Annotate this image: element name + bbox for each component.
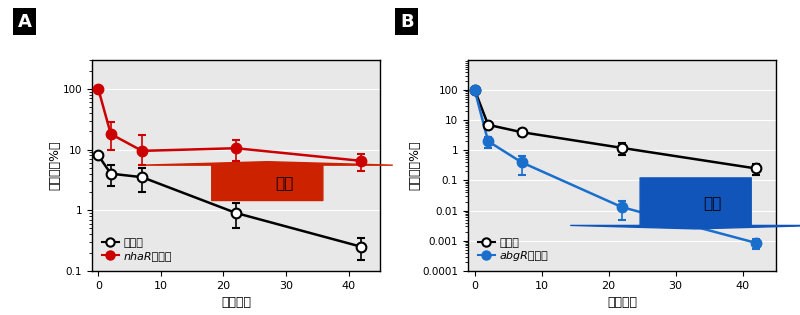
Y-axis label: 生存率（%）: 生存率（%） — [408, 140, 421, 190]
Text: nhaR: nhaR — [196, 19, 240, 34]
Text: 向上: 向上 — [275, 176, 293, 192]
Text: を欠損した大腸菌: を欠損した大腸菌 — [612, 19, 685, 34]
Text: 減少: 減少 — [704, 196, 722, 211]
Text: B: B — [400, 13, 414, 31]
X-axis label: 経過日数: 経過日数 — [221, 296, 251, 309]
Legend: 野生株, nhaR欠損株: 野生株, nhaR欠損株 — [98, 234, 176, 265]
Y-axis label: 生存率（%）: 生存率（%） — [48, 140, 62, 190]
Text: abgR: abgR — [568, 19, 612, 34]
Text: を欠損した大腸菌: を欠損した大腸菌 — [240, 19, 313, 34]
X-axis label: 経過日数: 経過日数 — [607, 296, 637, 309]
Text: A: A — [18, 13, 31, 31]
Legend: 野生株, abgR欠損株: 野生株, abgR欠損株 — [474, 234, 552, 265]
